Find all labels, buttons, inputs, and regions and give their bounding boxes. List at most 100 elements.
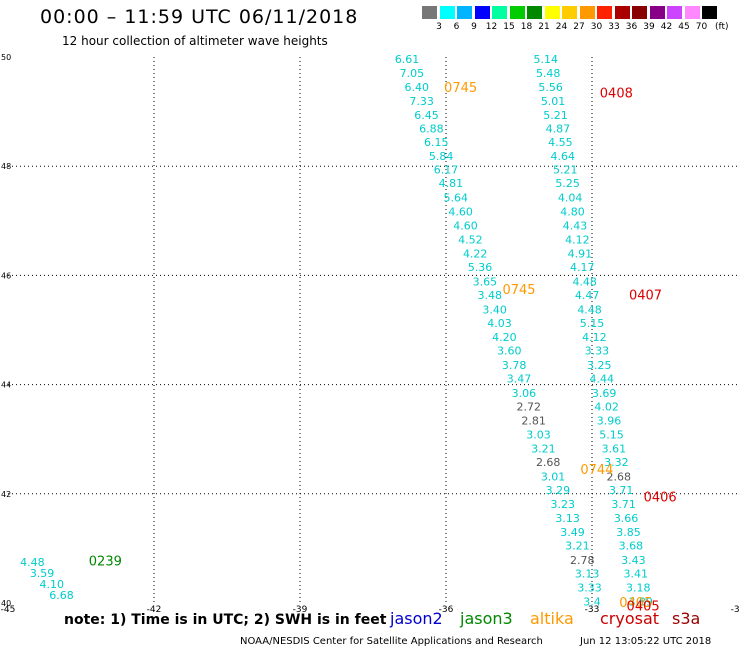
pass-time-label: 0406 [644,491,677,506]
pass-time-label: 0745 [444,81,477,96]
wave-height-value: 3.85 [616,526,641,539]
legend-tick-label: 33 [608,22,620,32]
pass-time-label: 0405 [627,600,660,615]
wave-height-value: 3.71 [609,484,634,497]
legend-swatch [474,6,490,19]
wave-height-value: 4.81 [439,177,464,190]
pass-time-label: 0405 [619,596,652,611]
wave-height-value: 4.03 [487,317,512,330]
wave-height-value: 4.52 [458,233,483,246]
wave-height-value: 4.17 [570,261,595,274]
satellite-label-altika: altika [530,609,574,628]
wave-height-value: 3.21 [531,442,556,455]
wave-height-value: 3.48 [478,289,503,302]
legend-swatch [492,6,507,19]
wave-height-value: 4.43 [563,220,588,233]
legend-tick-label: 24 [555,22,568,32]
x-tick-label: -36 [439,605,454,615]
wave-height-value: 4.22 [463,248,488,261]
legend-swatch [422,6,437,19]
wave-height-value: 3.59 [30,567,55,580]
x-tick-label: -33 [585,605,600,615]
legend-swatch [457,6,472,19]
wave-height-value: 5.64 [443,191,468,204]
wave-height-value: 3.33 [585,345,610,358]
legend-swatch [614,6,630,19]
wave-height-value: 3.25 [587,359,612,372]
wave-height-value: 3.4 [583,595,601,608]
wave-height-value: 3.65 [473,275,498,288]
wave-height-value: 6.40 [405,81,430,94]
wave-height-value: 3.60 [497,345,522,358]
legend-tick-label: 9 [471,22,477,32]
legend-swatch [562,6,577,19]
pass-time-label: 0407 [629,289,662,304]
wave-height-value: 7.33 [409,95,434,108]
y-tick-label: 46 [1,271,11,280]
legend-swatch [544,6,560,19]
wave-height-value: 4.60 [453,220,478,233]
legend-swatch [597,6,612,19]
legend-tick-label: 27 [573,22,585,32]
wave-height-value: 4.91 [568,248,593,261]
y-tick-label: 48 [1,162,11,171]
wave-height-value: 3.71 [611,498,636,511]
wave-height-value: 4.44 [589,373,614,386]
wave-height-value: 7.05 [400,67,425,80]
wave-height-value: 3.61 [602,442,627,455]
wave-height-value: 5.15 [580,317,605,330]
satellite-label-jason2: jason2 [390,609,443,628]
wave-height-value: 3.78 [502,359,527,372]
wave-height-value: 3.49 [560,526,585,539]
wave-height-value: 3.43 [621,554,646,567]
legend-swatch [527,6,542,19]
wave-height-value: 4.04 [558,191,583,204]
wave-height-value: 6.68 [49,589,74,602]
wave-height-value: 4.55 [548,136,573,149]
wave-height-value: 3.21 [565,540,590,553]
pass-time-label: 0745 [502,283,535,298]
wave-height-value: 3.40 [482,303,507,316]
wave-height-value: 6.45 [414,109,439,122]
pass-time-label: 0744 [580,463,613,478]
wave-height-value: 3.68 [619,540,644,553]
x-tick-label: -45 [1,605,16,615]
legend-swatch [649,6,665,19]
legend-swatch [439,6,455,19]
wave-height-value: 6.15 [424,136,449,149]
satellite-label-s3a: s3a [672,609,701,628]
wave-height-value: 5.84 [429,150,454,163]
wave-height-value: 3.96 [597,415,622,428]
wave-height-value: 5.25 [555,177,580,190]
legend-tick-label: 45 [678,22,690,32]
wave-height-value: 3.66 [614,512,639,525]
wave-height-value: 2.81 [521,415,546,428]
legend-tick-label: 21 [538,22,550,32]
wave-height-value: 2.68 [536,456,561,469]
wave-height-value: 4.60 [448,206,473,219]
legend-swatch [632,6,647,19]
pass-time-label: 0408 [600,86,633,101]
wave-height-value: 4.47 [575,289,600,302]
x-tick-label: -39 [293,605,308,615]
wave-height-value: 5.01 [541,95,566,108]
chart-title: 00:00 – 11:59 UTC 06/11/2018 [40,6,359,28]
wave-height-value: 3.03 [526,428,551,441]
legend-tick-label: 12 [485,22,498,32]
legend-tick-label: 42 [660,22,673,32]
y-tick-label: 44 [1,381,11,390]
legend-tick-label: 36 [625,22,638,32]
wave-height-value: 5.21 [543,109,568,122]
x-tick-label: -30 [731,605,740,615]
chart-subtitle: 12 hour collection of altimeter wave hei… [62,34,328,48]
legend-tick-label: 30 [590,22,603,32]
y-tick-label: 42 [1,490,11,499]
legend-swatch [579,6,595,19]
satellite-label-jason3: jason3 [460,609,513,628]
wave-height-value: 6.17 [434,163,459,176]
wave-height-value: 3.06 [512,387,537,400]
generated-timestamp: Jun 12 13:05:22 UTC 2018 [580,636,712,647]
legend-tick-label: 18 [520,22,533,32]
wave-height-value: 2.68 [607,470,632,483]
